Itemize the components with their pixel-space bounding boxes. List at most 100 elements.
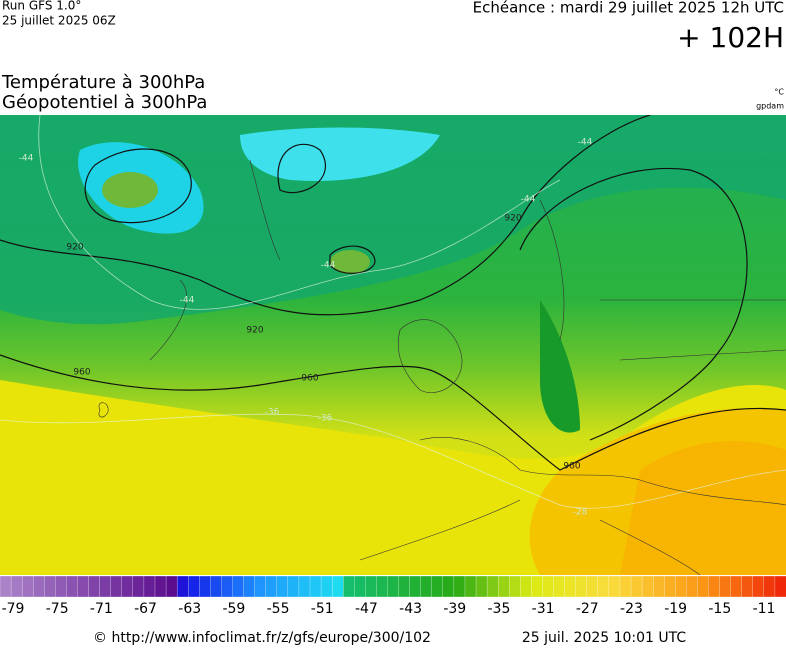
colorbar-swatch [88, 575, 101, 598]
colorbar-swatch [486, 575, 499, 598]
colorbar-swatch [309, 575, 322, 598]
colorbar-label: -43 [399, 601, 422, 617]
colorbar-swatch [121, 575, 134, 598]
colorbar-swatch [0, 575, 12, 598]
colorbar-label: -19 [664, 601, 687, 617]
colorbar-swatch [675, 575, 687, 598]
colorbar-swatch [774, 575, 786, 598]
colorbar-swatch [586, 575, 599, 598]
colorbar-swatch [498, 575, 510, 598]
colorbar-swatch [542, 575, 554, 598]
colorbar-swatch [664, 575, 676, 598]
colorbar-swatch [464, 575, 477, 598]
colorbar-label: -47 [355, 601, 378, 617]
colorbar-label: -67 [134, 601, 157, 617]
colorbar-label: -63 [178, 601, 201, 617]
colorbar-swatch [44, 575, 56, 598]
colorbar-swatch [77, 575, 90, 598]
colorbar-swatch [697, 575, 709, 598]
contour-label: -28 [573, 508, 588, 518]
colorbar-swatch [431, 575, 444, 598]
contour-label: 920 [66, 243, 83, 253]
footer-timestamp: 25 juil. 2025 10:01 UTC [522, 630, 687, 646]
colorbar-swatch [165, 575, 178, 598]
contour-label: 960 [301, 374, 318, 384]
colorbar-swatch [354, 575, 366, 598]
colorbar-swatch [298, 575, 311, 598]
colorbar-swatch [741, 575, 754, 598]
contour-label: -44 [180, 296, 195, 306]
run-label: Run GFS 1.0° [2, 0, 81, 13]
colorbar-swatch [398, 575, 411, 598]
map: 920 920 920 960 960 960 -44 -44 -44 -44 -44 -36 -36 -… [0, 115, 786, 575]
colorbar-swatch [708, 575, 721, 598]
colorbar-label: -31 [532, 601, 555, 617]
colorbar-swatch [730, 575, 743, 598]
colorbar-swatch [608, 575, 621, 598]
colorbar-swatch [409, 575, 422, 598]
run-date: 25 juillet 2025 06Z [2, 14, 116, 28]
colorbar-swatch [199, 575, 211, 598]
colorbar-swatch [265, 575, 278, 598]
valid-time: Echéance : mardi 29 juillet 2025 12h UTC [473, 0, 784, 17]
colorbar-label: -27 [576, 601, 599, 617]
colorbar-swatch [553, 575, 566, 598]
colorbar-swatch [243, 575, 256, 598]
colorbar-swatch [641, 575, 654, 598]
colorbar-swatch [33, 575, 45, 598]
colorbar-swatch [520, 575, 532, 598]
colorbar-label: -75 [46, 601, 69, 617]
colorbar-label: -35 [488, 601, 511, 617]
colorbar-swatch [564, 575, 577, 598]
colorbar-swatch [154, 575, 167, 598]
colorbar-swatch [66, 575, 78, 598]
colorbar-swatch [110, 575, 123, 598]
colorbar-swatch [320, 575, 333, 598]
colorbar-swatch [475, 575, 488, 598]
contour-label: -44 [19, 154, 34, 164]
colorbar-label: -55 [267, 601, 290, 617]
colorbar-swatch [387, 575, 399, 598]
colorbar-swatch [619, 575, 632, 598]
colorbar-swatch [210, 575, 222, 598]
colorbar-label: -59 [222, 601, 245, 617]
colorbar-label: -23 [620, 601, 643, 617]
contour-label: -44 [578, 138, 593, 148]
footer-url: © http://www.infoclimat.fr/z/gfs/europe/… [93, 630, 431, 646]
contour-label: -36 [318, 414, 333, 424]
colorbar-swatch [276, 575, 289, 598]
colorbar-swatch [343, 575, 355, 598]
colorbar-swatch [630, 575, 643, 598]
colorbar-swatch [254, 575, 267, 598]
colorbar-label: -11 [753, 601, 776, 617]
contour-label: 920 [246, 326, 263, 336]
unit-temperature: °C [774, 88, 784, 97]
colorbar-swatch [221, 575, 233, 598]
colorbar-swatch [453, 575, 466, 598]
colorbar-swatch [575, 575, 588, 598]
colorbar-swatch [719, 575, 732, 598]
colorbar-swatch [420, 575, 433, 598]
colorbar-swatch [597, 575, 610, 598]
colorbar-swatch [653, 575, 665, 598]
colorbar-label: -51 [311, 601, 334, 617]
contour-label: 960 [563, 462, 580, 472]
colorbar-label: -39 [443, 601, 466, 617]
colorbar-swatch [531, 575, 543, 598]
colorbar-swatch [365, 575, 377, 598]
contour-label: -44 [521, 195, 536, 205]
colorbar-swatch [376, 575, 388, 598]
colorbar-swatch [55, 575, 67, 598]
colorbar-swatch [99, 575, 112, 598]
colorbar-swatch [752, 575, 765, 598]
colorbar-swatch [232, 575, 244, 598]
colorbar-swatch [509, 575, 521, 598]
colorbar-swatch [176, 575, 189, 598]
contour-label: 920 [504, 214, 521, 224]
colorbar-swatch [686, 575, 698, 598]
colorbar-swatch [143, 575, 156, 598]
title-geopotential: Géopotentiel à 300hPa [2, 92, 207, 113]
colorbar-label: -71 [90, 601, 113, 617]
colorbar-swatch [331, 575, 344, 598]
